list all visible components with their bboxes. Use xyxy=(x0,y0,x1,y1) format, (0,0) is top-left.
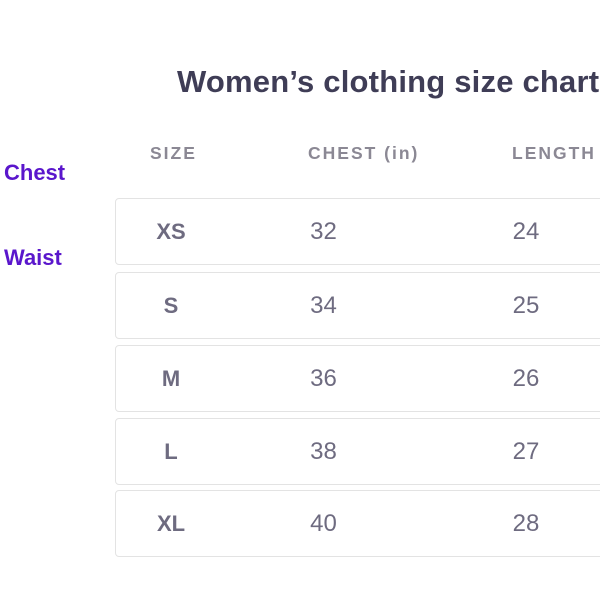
chest-cell: 38 xyxy=(310,437,337,465)
page-title: Women’s clothing size chart xyxy=(177,64,600,99)
size-cell: L xyxy=(164,438,178,464)
length-cell: 24 xyxy=(512,217,540,245)
length-cell: 27 xyxy=(512,437,540,465)
length-cell: 26 xyxy=(512,364,540,392)
size-cell: M xyxy=(161,365,181,391)
chest-cell: 32 xyxy=(310,217,337,245)
column-header-chest: CHEST (in) xyxy=(308,143,420,163)
column-header-length: LENGTH (in) xyxy=(512,143,600,163)
chest-cell: 36 xyxy=(310,364,337,392)
chest-cell: 40 xyxy=(310,509,337,537)
waist-callout-label: Waist xyxy=(4,245,62,270)
table-row-s: S 34 25 xyxy=(115,272,600,339)
column-header-size: SIZE xyxy=(150,143,197,163)
size-cell: XS xyxy=(156,218,186,244)
size-cell: XL xyxy=(156,510,186,536)
table-row-xl: XL 40 28 xyxy=(115,490,600,557)
chest-callout-label: Chest xyxy=(4,160,66,185)
table-row-xs: XS 32 24 xyxy=(115,198,600,265)
table-row-l: L 38 27 xyxy=(115,418,600,485)
length-cell: 28 xyxy=(512,509,540,537)
table-row-m: M 36 26 xyxy=(115,345,600,412)
chest-cell: 34 xyxy=(310,291,337,319)
length-cell: 25 xyxy=(512,291,540,319)
table-header-row: SIZE CHEST (in) LENGTH (in) xyxy=(0,143,600,165)
size-cell: S xyxy=(163,292,179,318)
